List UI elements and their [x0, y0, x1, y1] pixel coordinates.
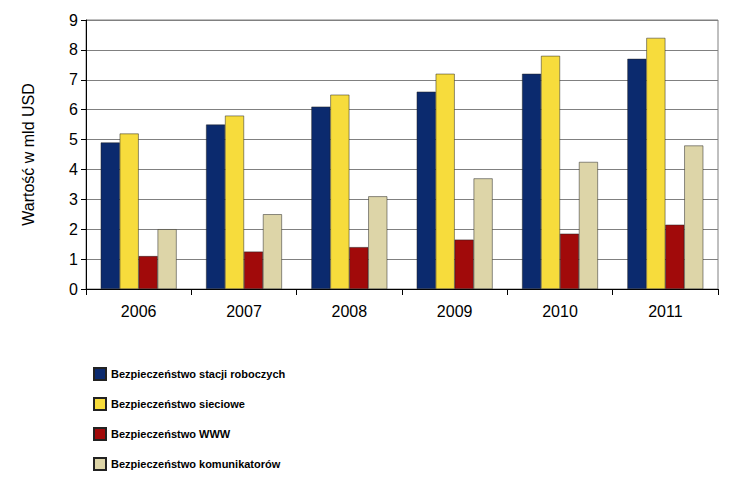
svg-text:Wartość w mld USD: Wartość w mld USD [20, 83, 37, 226]
svg-text:8: 8 [69, 41, 78, 58]
svg-text:2006: 2006 [121, 303, 157, 320]
svg-text:0: 0 [69, 281, 78, 298]
svg-text:5: 5 [69, 131, 78, 148]
svg-text:2009: 2009 [437, 303, 473, 320]
svg-text:2011: 2011 [648, 303, 683, 320]
svg-text:4: 4 [69, 161, 78, 178]
svg-text:6: 6 [69, 101, 78, 118]
svg-text:2008: 2008 [332, 303, 368, 320]
svg-text:9: 9 [69, 12, 78, 29]
svg-text:Bezpieczeństwo WWW: Bezpieczeństwo WWW [111, 428, 231, 440]
svg-text:Bezpieczeństwo stacji roboczyc: Bezpieczeństwo stacji roboczych [111, 368, 285, 380]
svg-text:1: 1 [69, 251, 78, 268]
svg-text:2007: 2007 [226, 303, 262, 320]
svg-text:3: 3 [69, 191, 78, 208]
svg-text:7: 7 [69, 71, 78, 88]
svg-text:2010: 2010 [542, 303, 578, 320]
svg-text:Bezpieczeństwo komunikatorów: Bezpieczeństwo komunikatorów [111, 458, 281, 470]
svg-text:2: 2 [69, 221, 78, 238]
svg-text:Bezpieczeństwo sieciowe: Bezpieczeństwo sieciowe [111, 398, 245, 410]
